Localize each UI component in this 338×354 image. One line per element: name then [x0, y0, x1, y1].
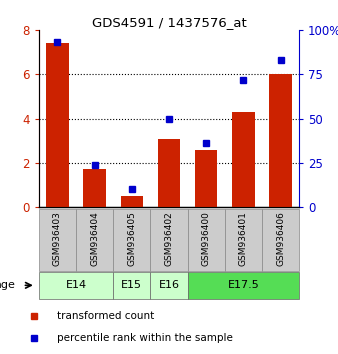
Text: E17.5: E17.5	[227, 280, 259, 290]
Bar	[113, 209, 150, 271]
Bar	[232, 112, 255, 207]
Bar	[225, 209, 262, 271]
Bar	[158, 138, 180, 207]
Bar	[39, 209, 76, 271]
Title: GDS4591 / 1437576_at: GDS4591 / 1437576_at	[92, 16, 246, 29]
Text: GSM936404: GSM936404	[90, 211, 99, 266]
Bar	[83, 170, 106, 207]
Bar	[269, 74, 292, 207]
Bar	[39, 272, 113, 299]
Text: E14: E14	[66, 280, 87, 290]
Text: transformed count: transformed count	[57, 311, 155, 321]
Text: GSM936400: GSM936400	[202, 211, 211, 266]
Text: age: age	[0, 280, 15, 290]
Bar	[195, 149, 217, 207]
Bar	[188, 272, 299, 299]
Bar	[46, 44, 69, 207]
Bar	[113, 272, 150, 299]
Text: GSM936402: GSM936402	[165, 211, 173, 266]
Text: GSM936403: GSM936403	[53, 211, 62, 266]
Bar	[262, 209, 299, 271]
Text: E15: E15	[121, 280, 142, 290]
Bar	[150, 272, 188, 299]
Bar	[76, 209, 113, 271]
Text: percentile rank within the sample: percentile rank within the sample	[57, 333, 233, 343]
Text: E16: E16	[159, 280, 179, 290]
Bar	[188, 209, 225, 271]
Bar	[150, 209, 188, 271]
Text: GSM936401: GSM936401	[239, 211, 248, 266]
Text: GSM936406: GSM936406	[276, 211, 285, 266]
Bar	[121, 196, 143, 207]
Text: GSM936405: GSM936405	[127, 211, 136, 266]
